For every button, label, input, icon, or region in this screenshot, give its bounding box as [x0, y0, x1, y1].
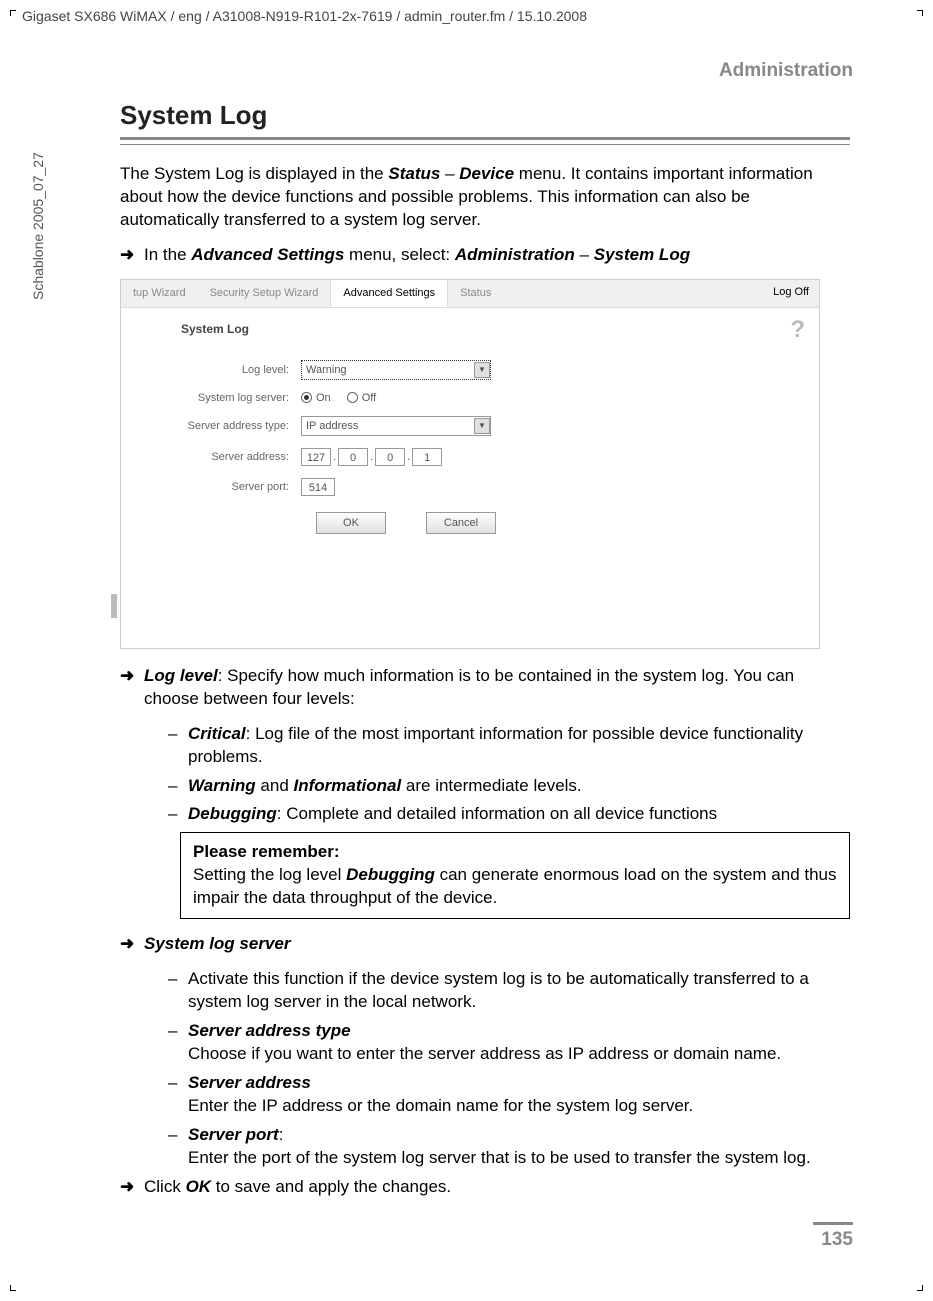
page-title: System Log: [120, 100, 850, 131]
list-item: – Server address Enter the IP address or…: [168, 1072, 850, 1118]
ip-octet-3[interactable]: 0: [375, 448, 405, 466]
list-item: – Warning and Informational are intermed…: [168, 775, 850, 798]
log-level-section: ➜ Log level: Specify how much informatio…: [120, 665, 850, 711]
intro-paragraph: The System Log is displayed in the Statu…: [120, 163, 850, 232]
tab-security-wizard[interactable]: Security Setup Wizard: [198, 280, 331, 307]
tab-advanced-settings[interactable]: Advanced Settings: [330, 280, 448, 307]
arrow-icon: ➜: [120, 665, 144, 711]
log-level-label: Log level:: [131, 364, 301, 376]
ip-octet-2[interactable]: 0: [338, 448, 368, 466]
arrow-icon: ➜: [120, 244, 144, 267]
section-title: Administration: [719, 60, 853, 82]
addr-type-label: Server address type:: [131, 420, 301, 432]
arrow-icon: ➜: [120, 933, 144, 956]
syslog-on-radio[interactable]: On: [301, 392, 331, 404]
cancel-button[interactable]: Cancel: [426, 512, 496, 534]
click-ok-instruction: ➜ Click OK to save and apply the changes…: [120, 1176, 850, 1199]
tab-status[interactable]: Status: [448, 280, 503, 307]
server-addr-label: Server address:: [131, 451, 301, 463]
list-item: – Debugging: Complete and detailed infor…: [168, 803, 850, 826]
server-address-input[interactable]: 127. 0. 0. 1: [301, 448, 442, 466]
page-number: 135: [813, 1222, 853, 1251]
addr-type-select[interactable]: IP address ▼: [301, 416, 491, 436]
ok-button[interactable]: OK: [316, 512, 386, 534]
chevron-down-icon: ▼: [474, 362, 490, 378]
arrow-icon: ➜: [120, 1176, 144, 1199]
server-port-label: Server port:: [131, 481, 301, 493]
syslog-server-section: ➜ System log server: [120, 933, 850, 956]
title-rule: [120, 137, 850, 140]
router-ui-screenshot: tup Wizard Security Setup Wizard Advance…: [120, 279, 820, 649]
panel-title: System Log: [181, 322, 249, 336]
list-item: – Server port: Enter the port of the sys…: [168, 1124, 850, 1170]
header-path: Gigaset SX686 WiMAX / eng / A31008-N919-…: [22, 8, 587, 24]
template-side-label: Schablone 2005_07_27: [30, 152, 46, 300]
help-icon[interactable]: ?: [790, 316, 805, 344]
title-rule-thin: [120, 144, 850, 145]
ip-octet-4[interactable]: 1: [412, 448, 442, 466]
scroll-indicator: [111, 594, 117, 618]
ip-octet-1[interactable]: 127: [301, 448, 331, 466]
nav-instruction: ➜ In the Advanced Settings menu, select:…: [120, 244, 850, 267]
server-port-input[interactable]: 514: [301, 478, 335, 496]
list-item: – Critical: Log file of the most importa…: [168, 723, 850, 769]
note-box: Please remember: Setting the log level D…: [180, 832, 850, 919]
syslog-server-label: System log server:: [131, 392, 301, 404]
tab-setup-wizard[interactable]: tup Wizard: [121, 280, 198, 307]
logoff-link[interactable]: Log Off: [773, 286, 809, 298]
tab-bar: tup Wizard Security Setup Wizard Advance…: [121, 280, 819, 308]
chevron-down-icon: ▼: [474, 418, 490, 434]
list-item: – Server address type Choose if you want…: [168, 1020, 850, 1066]
note-title: Please remember:: [193, 841, 837, 864]
syslog-off-radio[interactable]: Off: [347, 392, 376, 404]
log-level-select[interactable]: Warning ▼: [301, 360, 491, 380]
list-item: – Activate this function if the device s…: [168, 968, 850, 1014]
